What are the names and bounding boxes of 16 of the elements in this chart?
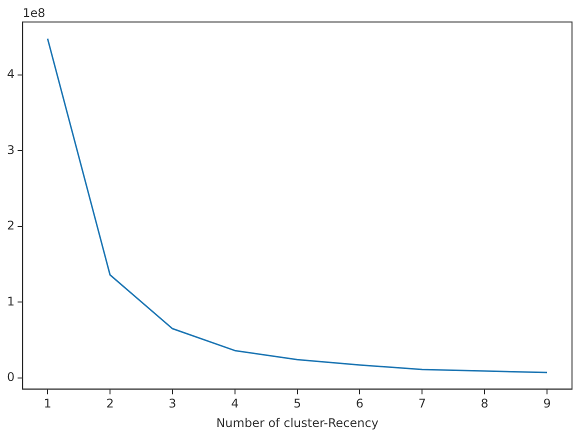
y-tick-label: 4: [6, 67, 15, 82]
x-tick-label: 2: [106, 396, 114, 411]
text: 1e8: [22, 6, 46, 20]
x-tick-label: 6: [356, 396, 364, 411]
y-tick-label: 0: [6, 370, 15, 384]
x-tick-label: 4: [231, 396, 239, 411]
x-tick-label: 7: [418, 396, 426, 411]
x-axis-title: Number of cluster-Recency: [216, 416, 378, 430]
x-tick-label: 9: [543, 396, 551, 411]
x-tick-label: 5: [293, 396, 302, 411]
x-tick-label: 3: [168, 396, 176, 411]
y-tick-label: 2: [6, 218, 15, 233]
x-tick-label: 8: [480, 396, 488, 411]
x-tick-label: 1: [44, 396, 52, 411]
y-tick-label: 3: [6, 142, 15, 157]
y-tick-label: 1: [6, 294, 15, 308]
